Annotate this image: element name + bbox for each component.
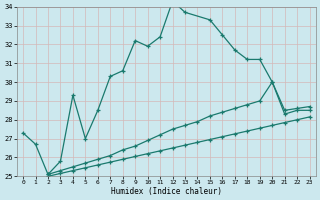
X-axis label: Humidex (Indice chaleur): Humidex (Indice chaleur) <box>111 187 222 196</box>
